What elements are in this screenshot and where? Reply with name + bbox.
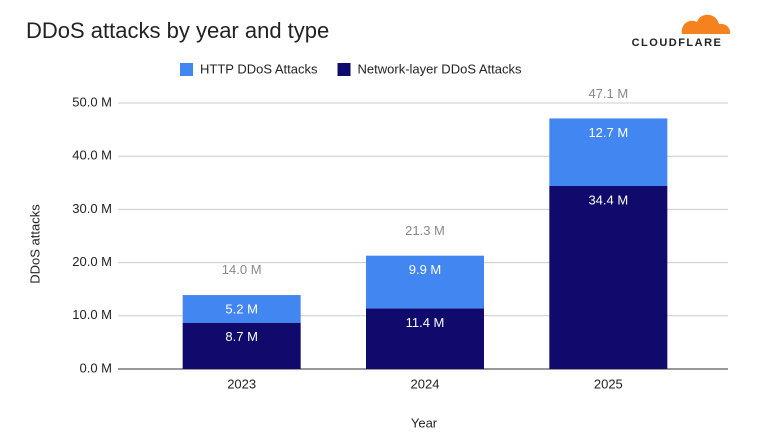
- data-label: 5.2 M: [225, 301, 258, 316]
- bar-segment: [549, 118, 668, 186]
- total-label: 21.3 M: [405, 223, 445, 238]
- bar-segment: [182, 322, 301, 369]
- data-label: 34.4 M: [588, 192, 628, 207]
- data-label: 9.9 M: [409, 262, 442, 277]
- bar-segment: [182, 295, 301, 323]
- y-tick-label: 30.0 M: [72, 201, 112, 216]
- total-label: 47.1 M: [588, 86, 628, 101]
- total-label: 14.0 M: [222, 262, 262, 277]
- x-tick-label: 2025: [594, 376, 623, 391]
- x-axis-title: Year: [411, 415, 438, 430]
- data-label: 11.4 M: [406, 315, 445, 330]
- y-tick-label: 20.0 M: [72, 254, 112, 269]
- legend-label: Network-layer DDoS Attacks: [358, 61, 522, 76]
- bar-segment: [366, 308, 484, 369]
- logo-text: CLOUDFLARE: [632, 37, 723, 49]
- y-tick-label: 0.0 M: [79, 360, 112, 375]
- logo: CLOUDFLARE: [632, 14, 731, 49]
- y-axis-title: DDoS attacks: [27, 204, 42, 284]
- chart-title: DDoS attacks by year and type: [26, 18, 329, 43]
- legend-swatch: [180, 63, 193, 76]
- bar-segment: [366, 255, 484, 309]
- data-label: 8.7 M: [225, 329, 258, 344]
- legend-swatch: [337, 63, 351, 76]
- bar-segment: [549, 185, 668, 369]
- y-tick-label: 50.0 M: [72, 94, 112, 109]
- y-tick-label: 40.0 M: [72, 148, 112, 163]
- x-tick-label: 2024: [411, 376, 440, 391]
- logo-cloud: [681, 14, 731, 34]
- data-label: 12.7 M: [588, 125, 628, 140]
- x-tick-label: 2023: [227, 376, 256, 391]
- y-tick-label: 10.0 M: [72, 307, 112, 322]
- legend-label: HTTP DDoS Attacks: [200, 61, 318, 76]
